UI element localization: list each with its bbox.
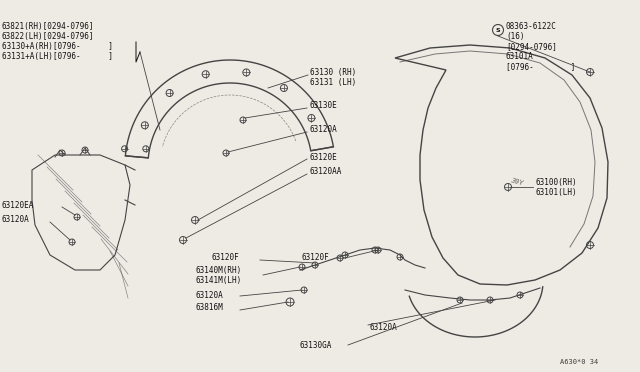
Text: 63131 (LH): 63131 (LH) bbox=[310, 77, 356, 87]
Text: 30Y: 30Y bbox=[510, 177, 524, 186]
Text: 63120F: 63120F bbox=[212, 253, 240, 263]
Text: 63120A: 63120A bbox=[195, 291, 223, 299]
Text: (16): (16) bbox=[506, 32, 525, 41]
Text: 63821(RH)[0294-0796]: 63821(RH)[0294-0796] bbox=[2, 22, 95, 31]
Text: 63130+A(RH)[0796-      ]: 63130+A(RH)[0796- ] bbox=[2, 42, 113, 51]
Text: 63120E: 63120E bbox=[310, 153, 338, 161]
Text: 63100(RH): 63100(RH) bbox=[535, 177, 577, 186]
Text: A630*0 34: A630*0 34 bbox=[560, 359, 598, 365]
Text: 63120A: 63120A bbox=[310, 125, 338, 135]
Text: 63130E: 63130E bbox=[310, 100, 338, 109]
Text: 63120AA: 63120AA bbox=[310, 167, 342, 176]
Text: [0294-0796]: [0294-0796] bbox=[506, 42, 557, 51]
Text: 63120A: 63120A bbox=[370, 324, 397, 333]
Text: 63101(LH): 63101(LH) bbox=[535, 187, 577, 196]
Text: 63822(LH)[0294-0796]: 63822(LH)[0294-0796] bbox=[2, 32, 95, 41]
Text: 63120F: 63120F bbox=[302, 253, 330, 263]
Text: 63130 (RH): 63130 (RH) bbox=[310, 67, 356, 77]
Text: 63141M(LH): 63141M(LH) bbox=[195, 276, 241, 285]
Text: 63101A: 63101A bbox=[506, 52, 534, 61]
Text: 63120EA: 63120EA bbox=[2, 201, 35, 209]
Text: 63120A: 63120A bbox=[2, 215, 29, 224]
Text: 08363-6122C: 08363-6122C bbox=[506, 22, 557, 31]
Text: S: S bbox=[496, 28, 500, 32]
Text: 63816M: 63816M bbox=[195, 304, 223, 312]
Text: 63131+A(LH)[0796-      ]: 63131+A(LH)[0796- ] bbox=[2, 52, 113, 61]
Text: 63140M(RH): 63140M(RH) bbox=[195, 266, 241, 275]
Text: [0796-        ]: [0796- ] bbox=[506, 62, 575, 71]
Text: 63130GA: 63130GA bbox=[300, 340, 332, 350]
